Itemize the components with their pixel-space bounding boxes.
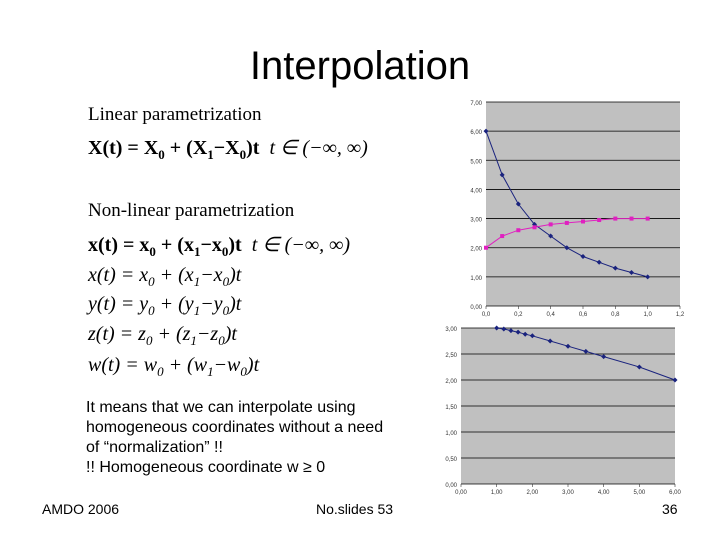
data-point (547, 338, 553, 344)
footer-center: No.slides 53 (316, 501, 394, 517)
data-point (515, 201, 521, 207)
data-point (564, 245, 570, 251)
x-tick-label: 0,0 (482, 312, 491, 318)
data-point (629, 269, 634, 275)
y-tick-label: 0,50 (445, 457, 457, 463)
data-point (636, 364, 642, 370)
equation-z: z(t) = z0 + (z1−z0)t (88, 323, 237, 348)
data-point (672, 377, 678, 383)
x-tick-label: 1,0 (643, 312, 652, 318)
data-point (645, 216, 650, 221)
y-tick-label: 3,00 (445, 327, 457, 333)
y-tick-label: 7,00 (470, 101, 482, 107)
x-tick-label: 6,00 (669, 490, 681, 496)
data-point (629, 216, 634, 221)
data-point (597, 218, 602, 223)
x-tick-label: 2,00 (526, 490, 538, 496)
equation-x: x(t) = x0 + (x1−x0)t (88, 264, 242, 289)
note-line: !! Homogeneous coordinate w ≥ 0 (86, 459, 326, 476)
footer-left: AMDO 2006 (42, 501, 120, 517)
x-tick-label: 3,00 (562, 490, 574, 496)
linear-equation: X(t) = X0 + (X1−X0)t t ∈ (−∞, ∞) (88, 137, 368, 162)
note-line: It means that we can interpolate using (86, 399, 356, 416)
data-point (565, 343, 571, 349)
y-tick-label: 4,00 (470, 188, 482, 194)
data-point (601, 354, 607, 360)
x-tick-label: 5,00 (633, 490, 645, 496)
chart-top: 0,00 1,00 2,00 3,00 4,00 5,00 6,00 7,00 0,0 0,2 0,… (438, 92, 692, 326)
y-tick-label: 0,00 (445, 483, 457, 489)
data-point (499, 172, 505, 178)
y-tick-label: 1,00 (445, 431, 457, 437)
linear-heading: Linear parametrization (88, 104, 262, 125)
data-point (613, 216, 618, 221)
data-point (494, 325, 500, 331)
data-point (581, 219, 585, 224)
y-tick-label: 5,00 (470, 159, 482, 165)
page-number: 36 (662, 501, 678, 517)
x-tick-label: 0,4 (546, 312, 555, 318)
slide-title: Interpolation (249, 44, 471, 88)
data-point (500, 234, 505, 239)
chart-bottom: 0,00 0,50 1,00 1,50 2,00 2,50 3,00 0,00 1,00 2,00… (425, 322, 683, 498)
equation-w: w(t) = w0 + (w1−w0)t (88, 354, 260, 379)
x-tick-label: 0,8 (611, 312, 620, 318)
plot-area (486, 102, 680, 306)
data-point (484, 245, 488, 250)
data-point (583, 348, 589, 354)
y-tick-label: 3,00 (470, 218, 482, 224)
data-point (529, 333, 535, 339)
x-tick-label: 1,00 (491, 490, 503, 496)
data-point (548, 222, 553, 227)
x-tick-label: 0,2 (514, 312, 523, 318)
y-tick-label: 2,50 (445, 353, 457, 359)
data-point (596, 259, 602, 265)
y-tick-label: 1,00 (470, 276, 482, 282)
data-point (564, 220, 569, 225)
nonlinear-equation: x(t) = x0 + (x1−x0)t t ∈ (−∞, ∞) (88, 234, 350, 259)
note-line: homogeneous coordinates without a need (86, 419, 384, 436)
data-point (548, 233, 554, 239)
x-tick-label: 0,00 (455, 490, 467, 496)
equation-y: y(t) = y0 + (y1−y0)t (88, 293, 242, 318)
data-point (515, 329, 521, 335)
y-tick-label: 0,00 (470, 305, 482, 311)
x-tick-label: 4,00 (598, 490, 610, 496)
nonlinear-heading: Non-linear parametrization (88, 200, 295, 221)
data-point (645, 274, 651, 280)
data-point (508, 328, 514, 334)
note-line: of “normalization” !! (86, 439, 223, 456)
y-tick-label: 2,00 (445, 379, 457, 385)
y-tick-label: 6,00 (470, 130, 482, 136)
data-point (522, 331, 528, 337)
data-point (483, 128, 489, 134)
data-point (501, 326, 507, 332)
note-text: It means that we can interpolate using h… (86, 398, 383, 478)
data-point (612, 265, 618, 271)
y-tick-label: 1,50 (445, 405, 457, 411)
data-point (580, 253, 586, 259)
data-point (516, 228, 521, 233)
x-tick-label: 1,2 (676, 312, 685, 318)
x-tick-label: 0,6 (579, 312, 588, 318)
y-tick-label: 2,00 (470, 247, 482, 253)
data-point (532, 225, 537, 230)
